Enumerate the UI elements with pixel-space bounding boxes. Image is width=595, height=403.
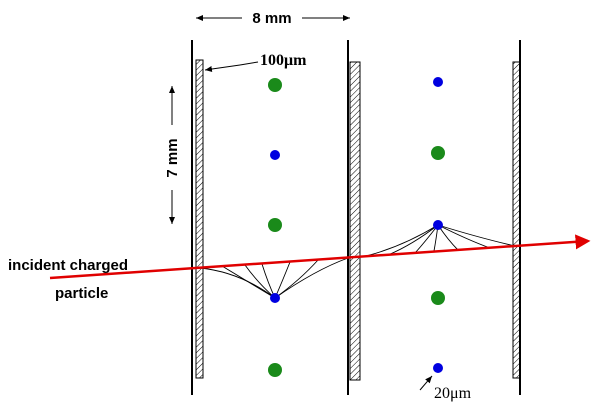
particle-track xyxy=(49,234,591,280)
wire-small-label: 20μm xyxy=(434,385,472,402)
dimensions xyxy=(169,15,433,391)
width-label: 8 mm xyxy=(252,10,291,27)
wires xyxy=(268,77,445,377)
particle-label-line2: particle xyxy=(55,285,108,302)
wire-large-label: 100μm xyxy=(260,52,307,69)
planes xyxy=(191,40,521,395)
height-label: 7 mm xyxy=(164,138,181,177)
particle-label-line1: incident charged xyxy=(8,257,128,274)
